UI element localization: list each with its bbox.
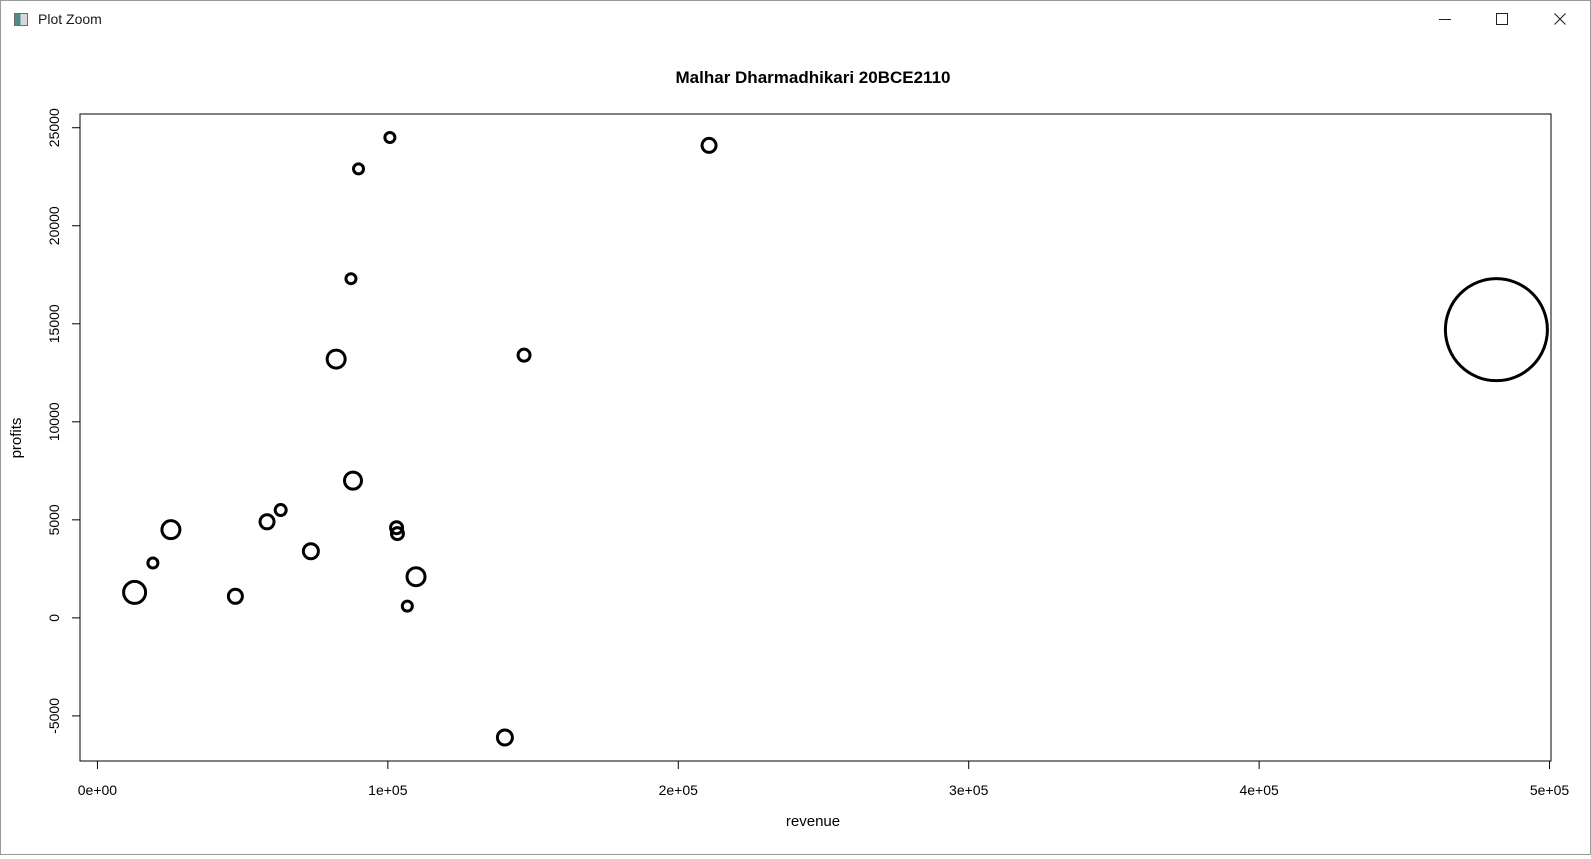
y-tick-label: 20000 [46, 206, 62, 245]
data-point [122, 579, 148, 605]
y-tick-label: 10000 [46, 402, 62, 441]
x-axis: 0e+00 1e+05 2e+05 3e+05 4e+05 5e+05 [78, 760, 1570, 798]
data-point [226, 587, 244, 605]
y-axis: -5000 0 5000 10000 15000 20000 25000 [46, 108, 81, 734]
maximize-button[interactable] [1474, 1, 1530, 37]
y-tick-label: 0 [46, 614, 62, 622]
plot-frame [79, 113, 1552, 762]
data-point [495, 728, 514, 747]
title-bar[interactable]: Plot Zoom [1, 1, 1590, 37]
x-tick-label: 5e+05 [1530, 782, 1570, 798]
y-tick-label: 15000 [46, 304, 62, 343]
data-point [301, 542, 320, 561]
data-point [273, 503, 288, 518]
data-point [146, 556, 160, 570]
data-point [325, 348, 347, 370]
x-tick-label: 3e+05 [949, 782, 989, 798]
x-axis-label: revenue [786, 813, 840, 830]
minimize-icon [1439, 19, 1451, 20]
x-tick-label: 1e+05 [368, 782, 408, 798]
data-point [700, 136, 718, 154]
data-point [389, 520, 405, 536]
window-title: Plot Zoom [38, 11, 102, 27]
scatter-chart: Malhar Dharmadhikari 20BCE2110 0e+00 1e+0… [8, 68, 1570, 830]
data-point [344, 272, 358, 286]
data-point [516, 347, 532, 363]
data-point [160, 519, 182, 541]
data-point [383, 131, 397, 145]
x-tick-label: 0e+00 [78, 782, 118, 798]
data-point [352, 162, 366, 176]
data-point [342, 470, 363, 491]
x-tick-label: 4e+05 [1239, 782, 1279, 798]
plot-area: Malhar Dharmadhikari 20BCE2110 0e+00 1e+0… [1, 37, 1590, 854]
close-icon [1554, 13, 1566, 25]
data-point [389, 526, 405, 542]
close-button[interactable] [1532, 1, 1588, 37]
data-point [400, 599, 414, 613]
minimize-button[interactable] [1417, 1, 1473, 37]
y-tick-label: -5000 [46, 698, 62, 734]
data-point [405, 566, 427, 588]
x-tick-label: 2e+05 [659, 782, 699, 798]
data-point [258, 513, 276, 531]
maximize-icon [1496, 13, 1508, 25]
y-axis-label: profits [8, 418, 25, 459]
y-tick-label: 25000 [46, 108, 62, 147]
data-point [1443, 277, 1549, 383]
chart-title: Malhar Dharmadhikari 20BCE2110 [676, 68, 951, 87]
y-tick-label: 5000 [46, 504, 62, 535]
data-points [122, 131, 1549, 747]
plot-app-icon [14, 13, 28, 26]
